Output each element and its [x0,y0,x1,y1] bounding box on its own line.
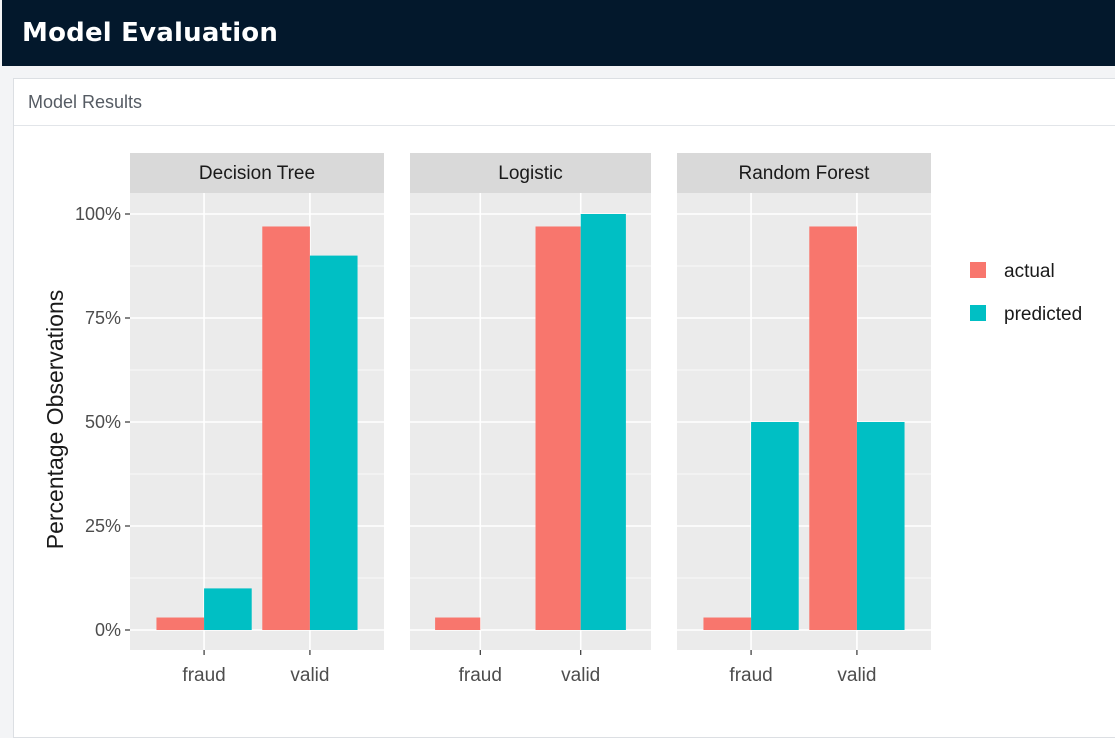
legend-label-predicted: predicted [1004,304,1082,325]
panel-header: Model Results [14,79,1115,126]
x-tick-label: valid [837,665,876,686]
bar-predicted-fraud [204,588,252,630]
x-tick-label: valid [561,665,600,686]
bar-predicted-fraud [751,422,799,630]
panel-title: Model Results [28,91,143,112]
app-header: Model Evaluation [2,0,1115,66]
bar-actual-fraud [435,617,481,630]
x-tick-label: fraud [459,665,502,686]
bar-actual-fraud [156,617,205,630]
bar-actual-fraud [703,617,752,630]
legend-key-actual [970,262,986,278]
bar-actual-valid [262,226,310,631]
x-tick-label: valid [290,665,329,686]
legend-label-actual: actual [1004,261,1055,282]
bar-actual-valid [535,226,581,631]
facet-title: Logistic [498,163,562,184]
page-title: Model Evaluation [22,18,279,48]
bar-predicted-valid [309,255,358,630]
facet-strip [410,153,651,193]
y-axis-title: Percentage Observations [42,290,68,550]
bar-actual-valid [809,226,857,631]
x-tick-label: fraud [182,665,225,686]
y-tick-label: 50% [85,412,121,432]
facet-title: Decision Tree [199,163,315,184]
y-tick-label: 25% [85,516,121,536]
y-tick-label: 75% [85,308,121,328]
y-tick-label: 0% [95,620,121,640]
bar-predicted-valid [580,214,626,630]
facet-title: Random Forest [739,163,871,184]
bar-predicted-valid [856,422,905,630]
legend-key-predicted [970,305,986,321]
x-tick-label: fraud [729,665,772,686]
facet-strip [130,153,384,193]
facet-strip [677,153,931,193]
y-tick-label: 100% [75,204,121,224]
